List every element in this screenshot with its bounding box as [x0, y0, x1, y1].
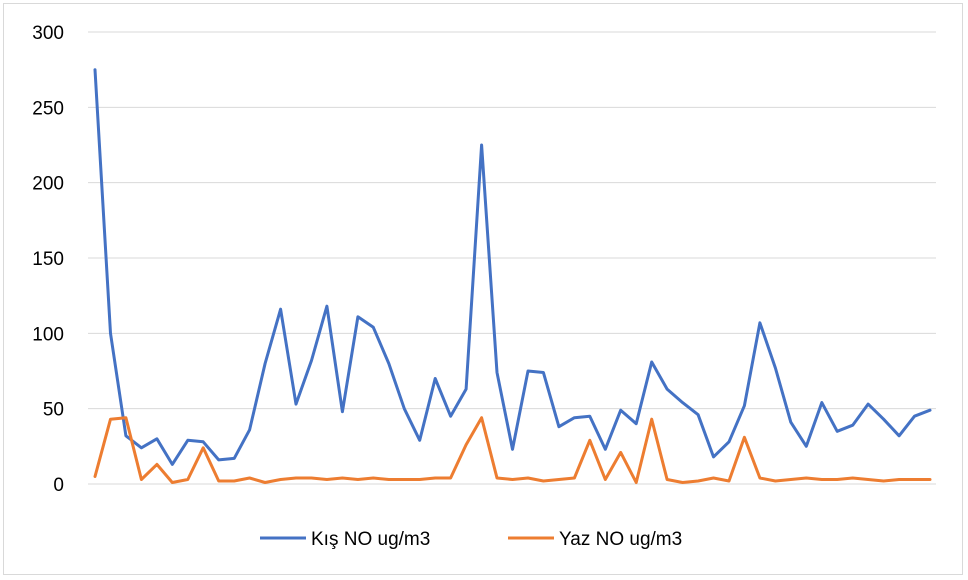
y-tick-label: 0	[53, 475, 64, 496]
gridlines	[88, 31, 936, 485]
y-tick-label: 200	[32, 174, 64, 195]
series-line-yaz	[93, 416, 932, 484]
y-axis-ticks: 0 50 100 150 200 250 300	[32, 23, 64, 496]
y-tick-label: 150	[32, 249, 64, 270]
legend: Kış NO ug/m3 Yaz NO ug/m3	[260, 529, 682, 550]
y-tick-label: 300	[32, 23, 64, 44]
y-tick-label: 100	[32, 324, 64, 345]
series-lines	[93, 68, 932, 484]
y-tick-label: 50	[43, 400, 64, 421]
series-line-kis	[93, 68, 932, 466]
legend-label-yaz: Yaz NO ug/m3	[559, 529, 682, 550]
legend-label-kis: Kış NO ug/m3	[311, 529, 430, 550]
y-tick-label: 250	[32, 98, 64, 119]
